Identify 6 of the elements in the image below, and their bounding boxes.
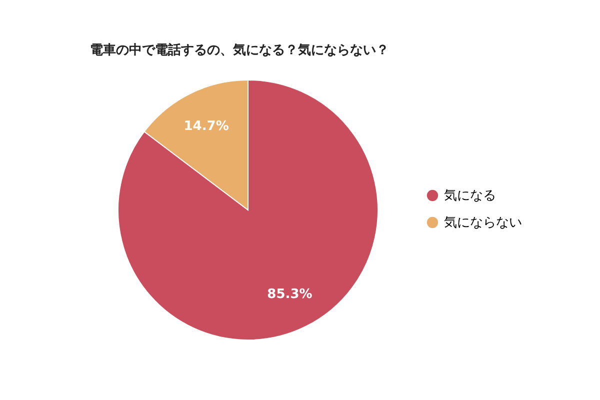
data-label: 85.3% <box>267 286 312 302</box>
pie-slice <box>118 80 378 340</box>
legend-label: 気になる <box>444 188 496 204</box>
data-label: 14.7% <box>184 119 229 134</box>
chart-title: 電車の中で電話するの、気になる？気にならない？ <box>90 42 389 58</box>
legend-label: 気にならない <box>444 216 522 230</box>
